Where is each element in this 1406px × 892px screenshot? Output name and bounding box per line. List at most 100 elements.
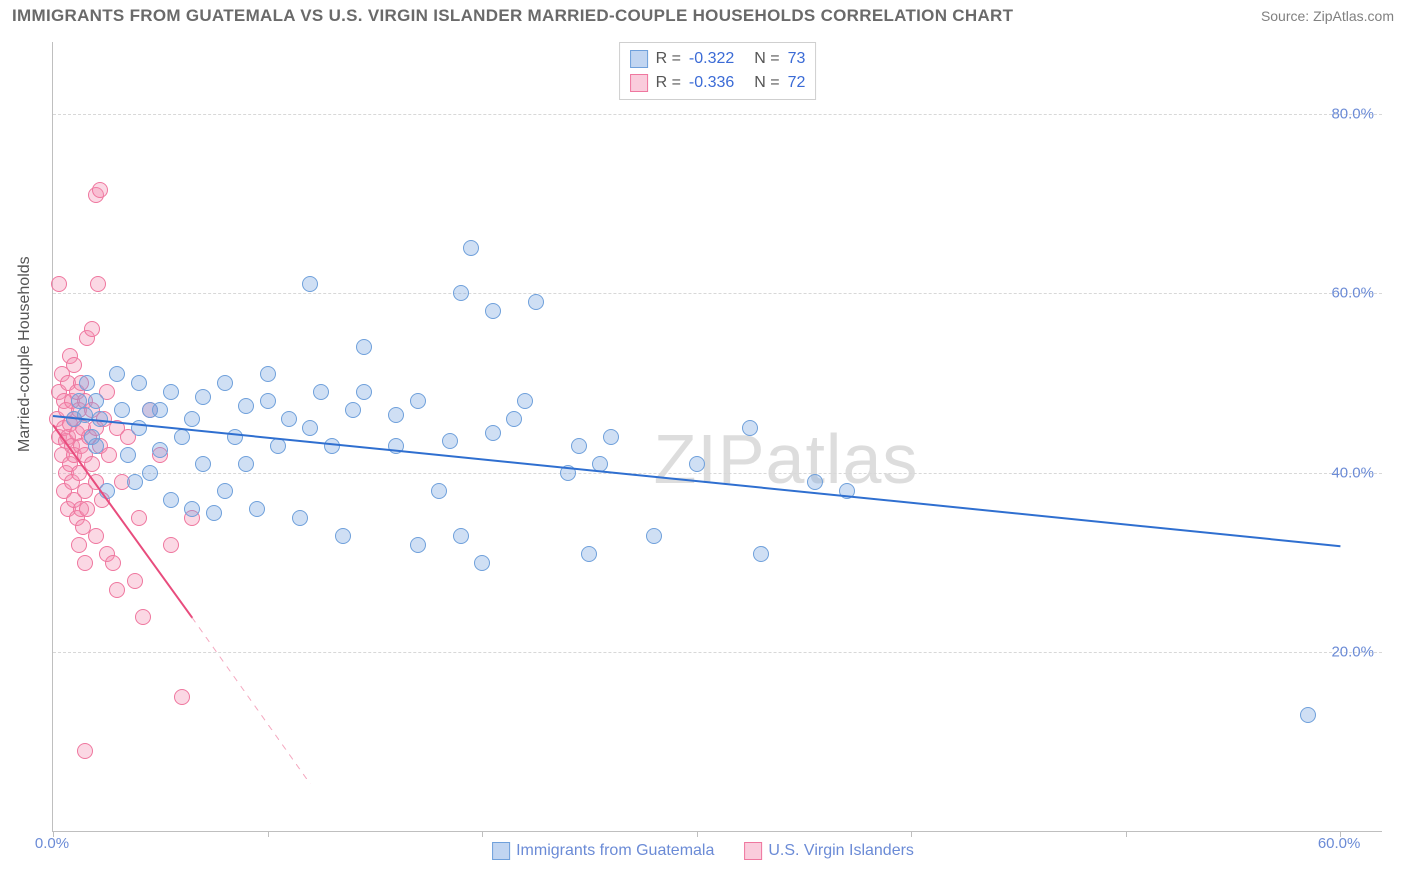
legend-swatch xyxy=(630,74,648,92)
x-tick xyxy=(697,831,698,837)
data-point xyxy=(88,528,104,544)
data-point xyxy=(302,276,318,292)
data-point xyxy=(313,384,329,400)
legend-stats-row: R = -0.336 N = 72 xyxy=(630,71,806,95)
data-point xyxy=(485,303,501,319)
data-point xyxy=(431,483,447,499)
data-point xyxy=(807,474,823,490)
x-tick xyxy=(911,831,912,837)
x-tick-label: 60.0% xyxy=(1318,835,1361,852)
r-value: -0.336 xyxy=(689,71,734,95)
data-point xyxy=(324,438,340,454)
data-point xyxy=(217,375,233,391)
data-point xyxy=(281,411,297,427)
legend-series-label: U.S. Virgin Islanders xyxy=(768,842,914,859)
data-point xyxy=(79,375,95,391)
data-point xyxy=(195,456,211,472)
data-point xyxy=(217,483,233,499)
data-point xyxy=(238,398,254,414)
n-value: 72 xyxy=(788,71,806,95)
data-point xyxy=(163,492,179,508)
gridline xyxy=(53,114,1382,115)
legend-series-item: U.S. Virgin Islanders xyxy=(744,842,914,860)
data-point xyxy=(356,339,372,355)
legend-series-label: Immigrants from Guatemala xyxy=(516,842,714,859)
gridline xyxy=(53,652,1382,653)
data-point xyxy=(84,321,100,337)
x-tick-label: 0.0% xyxy=(35,835,69,852)
r-value: -0.322 xyxy=(689,47,734,71)
data-point xyxy=(453,528,469,544)
data-point xyxy=(92,182,108,198)
data-point xyxy=(163,537,179,553)
data-point xyxy=(114,402,130,418)
data-point xyxy=(152,402,168,418)
legend-stats: R = -0.322 N = 73R = -0.336 N = 72 xyxy=(619,42,817,100)
chart-container: Married-couple Households ZIPatlas R =-0… xyxy=(0,32,1406,862)
data-point xyxy=(127,573,143,589)
chart-title: IMMIGRANTS FROM GUATEMALA VS U.S. VIRGIN… xyxy=(12,6,1013,26)
data-point xyxy=(127,474,143,490)
data-point xyxy=(152,442,168,458)
data-point xyxy=(195,389,211,405)
data-point xyxy=(603,429,619,445)
data-point xyxy=(506,411,522,427)
data-point xyxy=(88,438,104,454)
r-label: R = xyxy=(656,71,681,95)
y-tick-label: 80.0% xyxy=(1331,105,1374,122)
data-point xyxy=(517,393,533,409)
data-point xyxy=(71,537,87,553)
data-point xyxy=(206,505,222,521)
data-point xyxy=(1300,707,1316,723)
data-point xyxy=(260,366,276,382)
y-axis-label: Married-couple Households xyxy=(16,256,34,452)
data-point xyxy=(249,501,265,517)
x-tick xyxy=(268,831,269,837)
data-point xyxy=(260,393,276,409)
data-point xyxy=(135,609,151,625)
data-point xyxy=(88,393,104,409)
data-point xyxy=(184,501,200,517)
data-point xyxy=(79,501,95,517)
data-point xyxy=(131,510,147,526)
data-point xyxy=(742,420,758,436)
data-point xyxy=(356,384,372,400)
data-point xyxy=(442,433,458,449)
data-point xyxy=(302,420,318,436)
data-point xyxy=(689,456,705,472)
legend-stats-row: R =-0.322N =73 xyxy=(630,47,806,71)
data-point xyxy=(120,447,136,463)
data-point xyxy=(453,285,469,301)
data-point xyxy=(77,555,93,571)
data-point xyxy=(66,357,82,373)
data-point xyxy=(227,429,243,445)
data-point xyxy=(101,447,117,463)
n-label: N = xyxy=(754,71,779,95)
data-point xyxy=(174,429,190,445)
data-point xyxy=(410,537,426,553)
data-point xyxy=(77,743,93,759)
regression-line xyxy=(53,415,1340,547)
data-point xyxy=(646,528,662,544)
data-point xyxy=(485,425,501,441)
n-label: N = xyxy=(754,47,779,71)
source-attribution: Source: ZipAtlas.com xyxy=(1261,8,1394,24)
data-point xyxy=(90,276,106,292)
x-tick xyxy=(1126,831,1127,837)
y-tick-label: 40.0% xyxy=(1331,464,1374,481)
data-point xyxy=(142,465,158,481)
data-point xyxy=(581,546,597,562)
legend-swatch xyxy=(744,842,762,860)
y-tick-label: 20.0% xyxy=(1331,644,1374,661)
data-point xyxy=(388,407,404,423)
x-tick xyxy=(482,831,483,837)
data-point xyxy=(238,456,254,472)
data-point xyxy=(174,689,190,705)
legend-series: Immigrants from Guatemala U.S. Virgin Isl… xyxy=(492,842,914,860)
n-value: 73 xyxy=(788,47,806,71)
data-point xyxy=(410,393,426,409)
data-point xyxy=(131,375,147,391)
data-point xyxy=(109,582,125,598)
data-point xyxy=(109,366,125,382)
regression-line xyxy=(192,617,311,784)
